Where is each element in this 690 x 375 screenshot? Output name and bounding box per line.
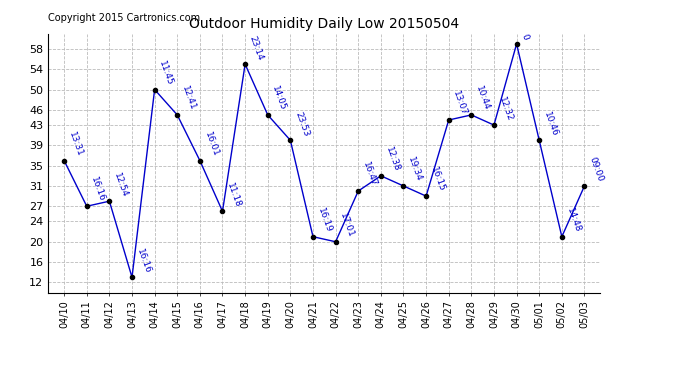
Text: 23:53: 23:53 — [293, 110, 310, 138]
Text: 16:16: 16:16 — [135, 247, 152, 274]
Text: 14:05: 14:05 — [270, 85, 288, 112]
Title: Outdoor Humidity Daily Low 20150504: Outdoor Humidity Daily Low 20150504 — [189, 17, 460, 31]
Text: 0: 0 — [591, 28, 599, 38]
Text: 12:32: 12:32 — [497, 95, 514, 122]
Text: 0: 0 — [520, 33, 530, 41]
Text: 13:31: 13:31 — [67, 130, 84, 158]
Text: 14:48: 14:48 — [564, 207, 582, 234]
Text: 16:01: 16:01 — [203, 130, 220, 158]
Text: 12:38: 12:38 — [384, 146, 401, 173]
Text: 16:16: 16:16 — [90, 176, 107, 204]
Text: 23:14: 23:14 — [248, 34, 265, 62]
Text: Copyright 2015 Cartronics.com: Copyright 2015 Cartronics.com — [48, 13, 200, 23]
Text: 19:34: 19:34 — [406, 156, 424, 183]
Text: 11:45: 11:45 — [157, 60, 175, 87]
Text: 10:46: 10:46 — [542, 110, 560, 138]
Text: 10:44: 10:44 — [474, 85, 491, 112]
Text: 11:18: 11:18 — [225, 181, 243, 209]
Text: 16:15: 16:15 — [429, 166, 446, 194]
Text: 17:01: 17:01 — [338, 211, 356, 239]
Text: Humidity  (%): Humidity (%) — [611, 28, 683, 38]
Text: 16:47: 16:47 — [361, 161, 378, 188]
Text: 16:19: 16:19 — [316, 207, 333, 234]
Text: 13:07: 13:07 — [451, 90, 469, 117]
Text: 09:00: 09:00 — [587, 156, 604, 183]
Text: 12:41: 12:41 — [180, 85, 197, 112]
Text: 12:54: 12:54 — [112, 171, 130, 198]
